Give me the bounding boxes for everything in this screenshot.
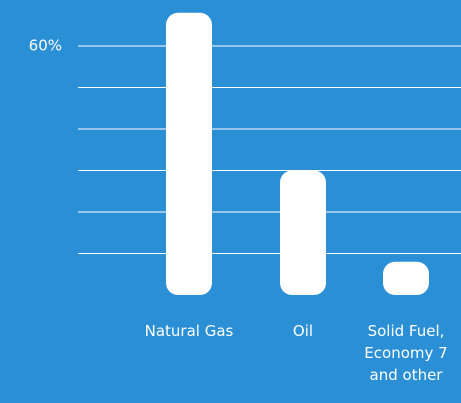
- y-tick-label: 60%: [29, 37, 62, 55]
- x-tick-label: Solid Fuel, Economy 7 and other: [364, 322, 448, 384]
- bar: [280, 170, 326, 295]
- x-tick-label: Natural Gas: [144, 322, 234, 340]
- x-tick-label: Oil: [292, 322, 314, 340]
- bar: [166, 12, 212, 296]
- bar: [383, 261, 429, 295]
